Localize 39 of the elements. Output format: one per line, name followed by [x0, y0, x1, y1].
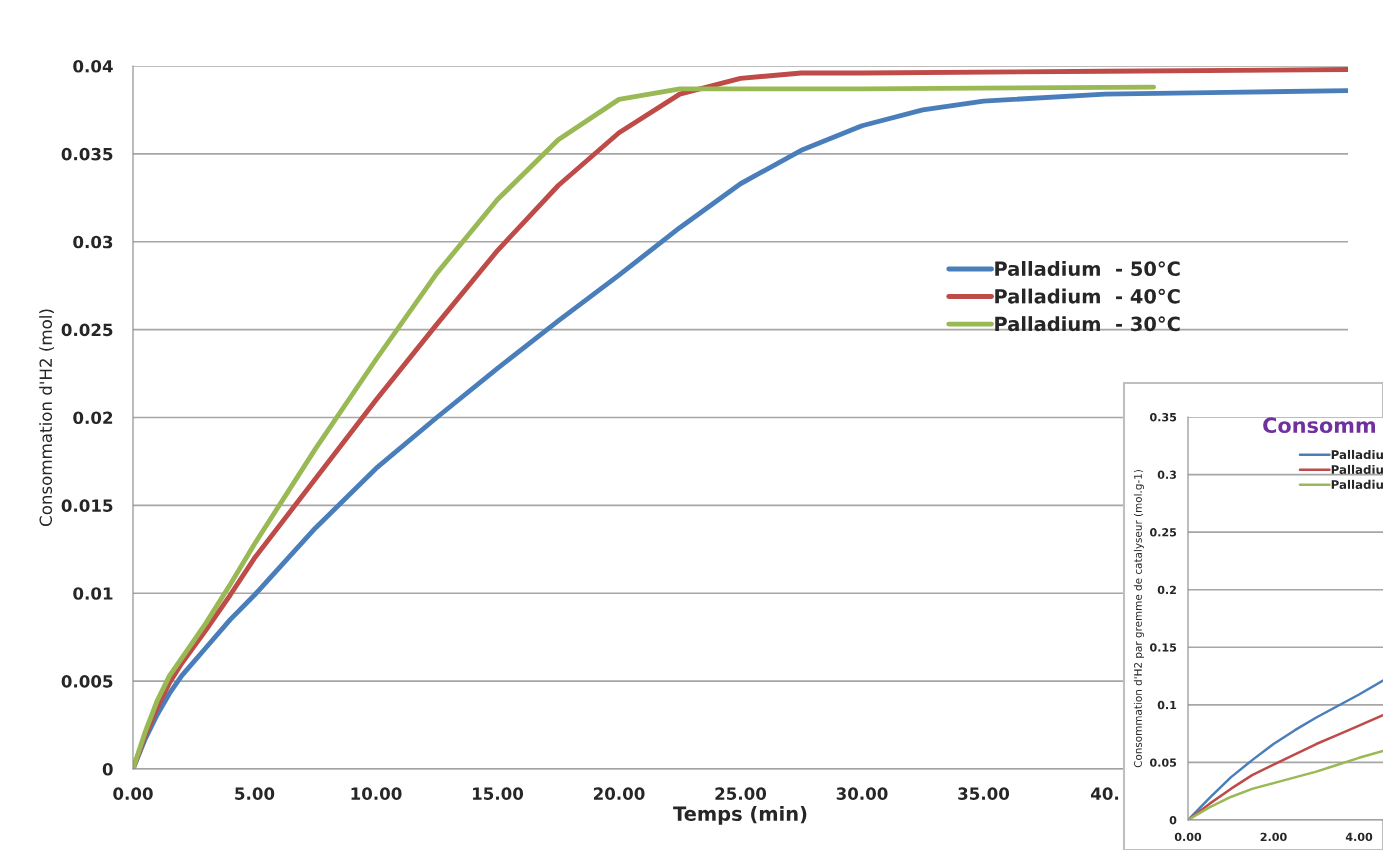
y-tick-label: 0.005 [61, 675, 113, 688]
y-tick-label: 0.25 [1150, 528, 1177, 537]
y-tick-label: 0.02 [73, 411, 113, 425]
y-tick-label: 0.035 [61, 147, 113, 161]
legend-label: Palladiu [1331, 464, 1383, 475]
legend-label: Palladium - 40°C [995, 288, 1180, 304]
y-axis-title: Consommation d'H2 (mol) [39, 309, 55, 526]
legend-label: Palladium - 50°C [995, 261, 1180, 277]
y-tick-label: 0 [102, 762, 113, 776]
x-tick-label: 5.00 [235, 787, 275, 800]
y-tick-label: 0.025 [61, 323, 113, 337]
y-tick-label: 0.1 [1157, 700, 1177, 710]
legend-label: Palladium - 30°C [995, 316, 1180, 332]
x-tick-label: 20.00 [593, 787, 645, 800]
y-tick-label: 0.15 [1150, 643, 1177, 652]
x-tick-label: 10.00 [351, 787, 402, 800]
x-axis-title: Temps (min) [673, 805, 807, 825]
x-tick-label: 0.00 [113, 787, 153, 800]
x-tick-label: 30.00 [836, 787, 888, 800]
y-tick-label: 0.05 [1150, 758, 1177, 767]
x-tick-label: 15.00 [473, 787, 524, 800]
y-tick-label: 0 [1169, 815, 1177, 825]
x-tick-label: 4.00 [1345, 832, 1373, 842]
y-tick-label: 0.03 [73, 235, 113, 249]
y-tick-label: 0.2 [1157, 585, 1176, 595]
legend-label: Palladiu [1331, 479, 1383, 489]
x-tick-label: 35.00 [958, 787, 1010, 800]
x-tick-label: 25.00 [715, 787, 767, 800]
legend-label: Palladiu [1331, 449, 1383, 460]
y-tick-label: 0.015 [61, 499, 113, 512]
y-axis-title: Consommation d'H2 par gremme de catalyseur (mol.g-1) [1133, 470, 1144, 768]
y-tick-label: 0.04 [73, 59, 113, 73]
chart-title: Consomm [1263, 417, 1376, 434]
y-tick-label: 0.3 [1157, 470, 1177, 479]
y-tick-label: 0.01 [73, 587, 113, 600]
x-tick-label: 2.00 [1260, 832, 1287, 842]
x-tick-label: 0.00 [1174, 832, 1202, 842]
x-tick-label: 40. [1090, 787, 1119, 800]
y-tick-label: 0.35 [1150, 412, 1177, 422]
